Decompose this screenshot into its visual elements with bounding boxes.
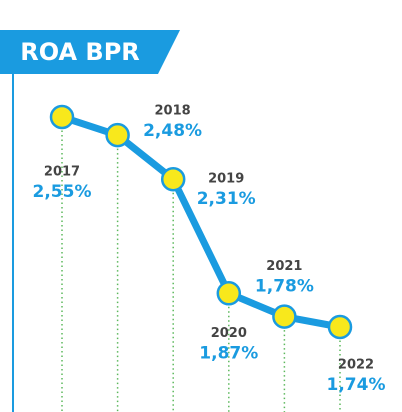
value-label: 1,78% bbox=[255, 277, 314, 297]
value-label: 2,31% bbox=[197, 189, 256, 209]
category-label: 2019 bbox=[208, 172, 244, 187]
category-label: 2017 bbox=[44, 165, 80, 180]
point bbox=[160, 166, 186, 192]
category-label: 2022 bbox=[338, 358, 374, 373]
value-label: 1,87% bbox=[199, 343, 258, 363]
point bbox=[272, 304, 297, 329]
title-box bbox=[0, 30, 180, 74]
category-label: 2018 bbox=[155, 104, 191, 119]
category-label: 2021 bbox=[266, 259, 302, 274]
point bbox=[49, 104, 75, 130]
point bbox=[327, 314, 353, 340]
value-label: 2,48% bbox=[143, 121, 202, 141]
category-label: 2020 bbox=[211, 326, 247, 341]
point bbox=[105, 122, 130, 148]
value-label: 1,74% bbox=[327, 375, 386, 395]
value-label: 2,55% bbox=[33, 182, 92, 202]
point bbox=[216, 281, 242, 306]
chart-title: ROA BPR bbox=[20, 38, 140, 66]
